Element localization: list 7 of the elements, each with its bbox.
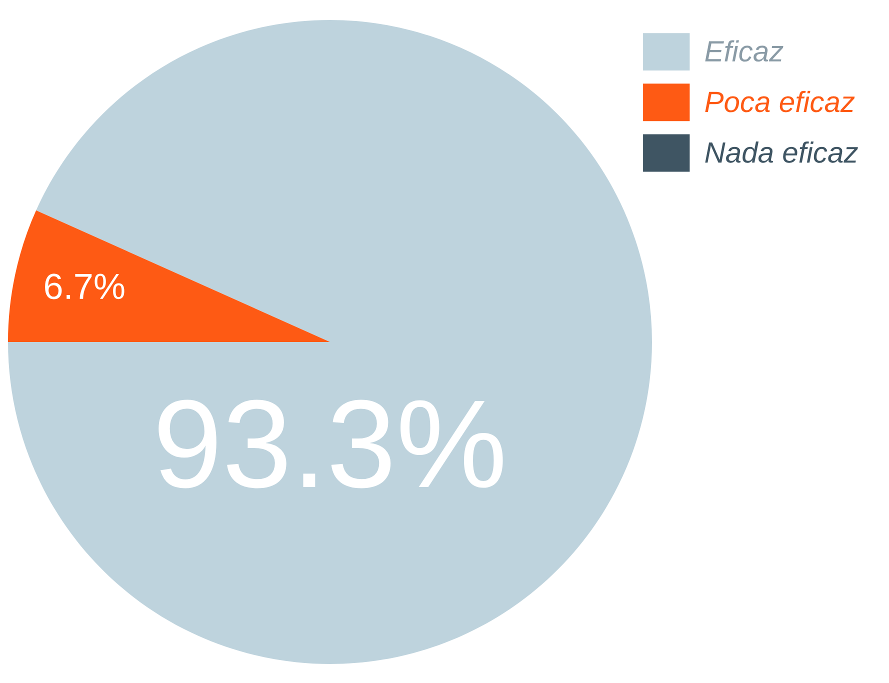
legend-label: Poca eficaz [705,90,855,112]
legend-label: Nada eficaz [705,141,858,163]
data-label: 93.3% [158,400,503,488]
pie-slice [8,20,652,664]
legend-label: Eficaz [705,40,784,62]
data-label: 6.7% [45,274,124,300]
pie-slice [8,210,330,342]
